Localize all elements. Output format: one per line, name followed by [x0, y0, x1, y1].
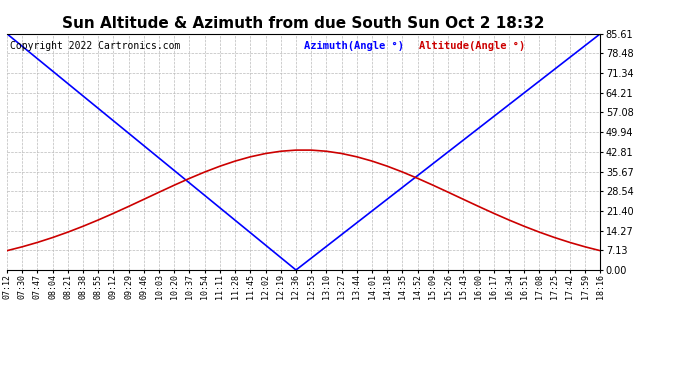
Text: Altitude(Angle °): Altitude(Angle °) [420, 41, 526, 51]
Text: Azimuth(Angle °): Azimuth(Angle °) [304, 41, 404, 51]
Title: Sun Altitude & Azimuth from due South Sun Oct 2 18:32: Sun Altitude & Azimuth from due South Su… [62, 16, 545, 31]
Text: Copyright 2022 Cartronics.com: Copyright 2022 Cartronics.com [10, 41, 180, 51]
